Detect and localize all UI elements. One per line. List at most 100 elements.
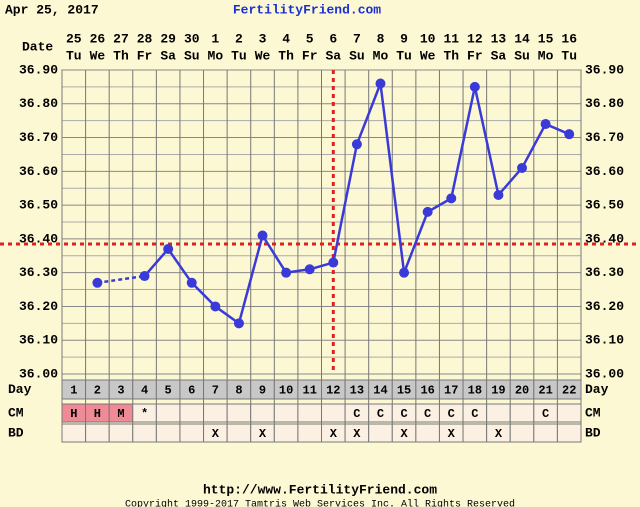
- days-cell-text: 6: [188, 384, 195, 398]
- cm-cell: [250, 403, 275, 423]
- temp-line: [379, 83, 406, 273]
- bd-cell-text: X: [259, 427, 267, 441]
- days-cell-text: 1: [70, 384, 77, 398]
- site-title: FertilityFriend.com: [233, 2, 381, 17]
- temp-line: [497, 167, 523, 196]
- date-label: 8: [377, 31, 385, 46]
- weekday-label: Mo: [538, 48, 554, 63]
- date-label: 10: [420, 31, 436, 46]
- bd-cell-text: X: [400, 427, 408, 441]
- date-label: 29: [160, 31, 176, 46]
- date-label: 12: [467, 31, 483, 46]
- y-tick-label: 36.70: [19, 130, 58, 145]
- temp-point: [540, 119, 551, 130]
- days-cell-text: 14: [373, 384, 387, 398]
- date-label: 30: [184, 31, 200, 46]
- weekday-label: Tu: [66, 48, 82, 63]
- bd-row-label-right: BD: [585, 425, 601, 440]
- days-row-label-right: Day: [585, 382, 609, 397]
- temp-line: [97, 274, 145, 285]
- cm-cell-text: *: [141, 407, 148, 421]
- temp-line: [473, 86, 500, 196]
- temp-line: [261, 234, 288, 274]
- days-cell: [556, 379, 582, 400]
- temp-line: [332, 144, 359, 263]
- header-date: Apr 25, 2017: [5, 2, 99, 17]
- days-cell-text: 3: [117, 384, 124, 398]
- weekday-label: Tu: [231, 48, 247, 63]
- date-label: 5: [306, 31, 314, 46]
- weekday-label: We: [420, 48, 436, 63]
- bd-cell-text: X: [495, 427, 503, 441]
- temp-point: [469, 81, 480, 92]
- temp-point: [304, 264, 315, 275]
- temp-point: [281, 267, 292, 278]
- y-tick-label: 36.50: [19, 198, 58, 213]
- cm-cell-text: H: [94, 407, 101, 421]
- cm-cell-text: C: [400, 407, 407, 421]
- cm-row-label: CM: [8, 405, 24, 420]
- temp-line: [167, 248, 193, 284]
- temp-point: [257, 230, 268, 241]
- weekday-label: Th: [443, 48, 459, 63]
- date-label: 11: [443, 31, 459, 46]
- weekday-label: Sa: [325, 48, 341, 63]
- y-tick-label: 36.90: [19, 62, 58, 77]
- days-cell-text: 15: [397, 384, 411, 398]
- y-tick-label: 36.10: [19, 333, 58, 348]
- weekday-label: We: [90, 48, 106, 63]
- cm-cell-text: C: [542, 407, 549, 421]
- days-cell-text: 11: [303, 384, 317, 398]
- temp-point: [351, 139, 362, 150]
- days-cell-text: 12: [326, 384, 340, 398]
- days-cell-text: 21: [538, 384, 552, 398]
- date-label: 3: [259, 31, 267, 46]
- weekday-label: We: [255, 48, 271, 63]
- y-tick-label-right: 36.90: [585, 62, 624, 77]
- days-cell-text: 17: [444, 384, 458, 398]
- temp-point: [399, 267, 410, 278]
- y-tick-label-right: 36.70: [585, 130, 624, 145]
- cm-cell-text: C: [353, 407, 360, 421]
- days-cell-text: 2: [94, 384, 101, 398]
- temp-point: [328, 257, 339, 268]
- temp-line: [450, 86, 477, 199]
- bd-cell: [85, 423, 110, 443]
- cm-cell: [509, 403, 535, 423]
- y-tick-label: 36.60: [19, 164, 58, 179]
- y-tick-label-right: 36.20: [585, 299, 624, 314]
- cm-cell-text: C: [424, 407, 431, 421]
- date-label: 6: [329, 31, 337, 46]
- temp-point: [422, 206, 433, 217]
- bd-cell-text: X: [353, 427, 361, 441]
- date-label: 16: [561, 31, 577, 46]
- days-cell-text: 13: [350, 384, 364, 398]
- temp-point: [163, 244, 174, 255]
- date-label: 27: [113, 31, 129, 46]
- y-tick-label: 36.30: [19, 265, 58, 280]
- days-cell-text: 18: [468, 384, 482, 398]
- weekday-label: Su: [184, 48, 200, 63]
- weekday-label: Sa: [160, 48, 176, 63]
- y-tick-label-right: 36.50: [585, 198, 624, 213]
- cm-cell: [297, 403, 322, 423]
- bd-cell: [132, 423, 157, 443]
- weekday-label: Tu: [396, 48, 412, 63]
- y-tick-label-right: 36.80: [585, 96, 624, 111]
- temp-point: [564, 129, 575, 140]
- bd-cell: [556, 423, 582, 443]
- y-tick-label-right: 36.10: [585, 333, 624, 348]
- date-label: Date: [22, 39, 53, 54]
- temp-point: [375, 78, 386, 89]
- date-label: 1: [211, 31, 219, 46]
- cm-cell-text: C: [377, 407, 384, 421]
- days-cell-text: 16: [420, 384, 434, 398]
- temp-point: [139, 271, 150, 282]
- y-tick-label-right: 36.60: [585, 164, 624, 179]
- cm-cell-text: C: [471, 407, 478, 421]
- weekday-label: Mo: [208, 48, 224, 63]
- weekday-label: Fr: [467, 48, 483, 63]
- weekday-label: Th: [278, 48, 294, 63]
- temp-line: [355, 83, 382, 145]
